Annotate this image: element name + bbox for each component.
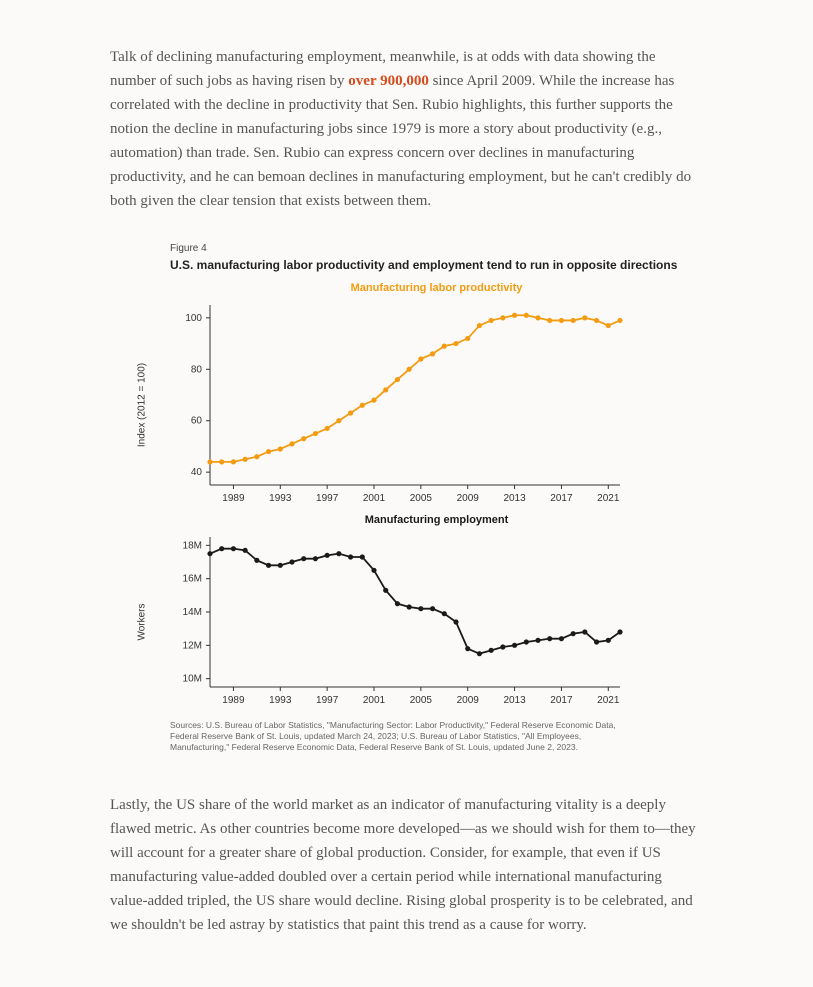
svg-text:1997: 1997 <box>316 493 339 504</box>
chart2-block: Workers 10M12M14M16M18M19891993199720012… <box>170 532 703 712</box>
figure-4: Figure 4 U.S. manufacturing labor produc… <box>170 243 703 753</box>
svg-text:2013: 2013 <box>503 695 526 706</box>
chart1-ylabel: Index (2012 = 100) <box>137 363 148 447</box>
svg-text:2005: 2005 <box>410 695 433 706</box>
paragraph-1: Talk of declining manufacturing employme… <box>110 45 703 213</box>
svg-text:2009: 2009 <box>457 695 480 706</box>
figure-sources: Sources: U.S. Bureau of Labor Statistics… <box>170 720 630 753</box>
svg-text:2017: 2017 <box>550 695 573 706</box>
jobs-link[interactable]: over 900,000 <box>348 73 429 89</box>
svg-text:2005: 2005 <box>410 493 433 504</box>
svg-text:60: 60 <box>191 416 203 427</box>
chart1-block: Index (2012 = 100) 406080100198919931997… <box>170 300 703 510</box>
chart1-subtitle: Manufacturing labor productivity <box>170 282 703 294</box>
svg-text:2021: 2021 <box>597 695 620 706</box>
chart2-ylabel: Workers <box>137 603 148 640</box>
svg-text:2013: 2013 <box>503 493 526 504</box>
svg-text:14M: 14M <box>183 607 202 618</box>
para1-post: since April 2009. While the increase has… <box>110 73 691 209</box>
svg-text:2009: 2009 <box>457 493 480 504</box>
svg-text:2001: 2001 <box>363 493 386 504</box>
paragraph-2: Lastly, the US share of the world market… <box>110 793 703 937</box>
svg-text:2001: 2001 <box>363 695 386 706</box>
svg-text:100: 100 <box>185 313 202 324</box>
svg-text:16M: 16M <box>183 574 202 585</box>
svg-text:18M: 18M <box>183 540 202 551</box>
svg-text:10M: 10M <box>183 674 202 685</box>
svg-text:1993: 1993 <box>269 493 292 504</box>
figure-title: U.S. manufacturing labor productivity an… <box>170 258 703 272</box>
figure-label: Figure 4 <box>170 243 703 254</box>
svg-text:1993: 1993 <box>269 695 292 706</box>
productivity-chart: 40 60 80 100 1989 1993 1997 2001 2005 2009 2013 201… <box>170 300 630 510</box>
svg-text:80: 80 <box>191 364 203 375</box>
svg-text:40: 40 <box>191 467 203 478</box>
svg-text:1997: 1997 <box>316 695 339 706</box>
employment-chart: 10M 12M 14M 16M 18M 1989 1993 1997 2001 2005 2009 2… <box>170 532 630 712</box>
svg-text:12M: 12M <box>183 640 202 651</box>
chart2-subtitle: Manufacturing employment <box>170 514 703 526</box>
svg-text:1989: 1989 <box>222 695 245 706</box>
svg-text:1989: 1989 <box>222 493 245 504</box>
svg-text:2021: 2021 <box>597 493 620 504</box>
svg-text:2017: 2017 <box>550 493 573 504</box>
